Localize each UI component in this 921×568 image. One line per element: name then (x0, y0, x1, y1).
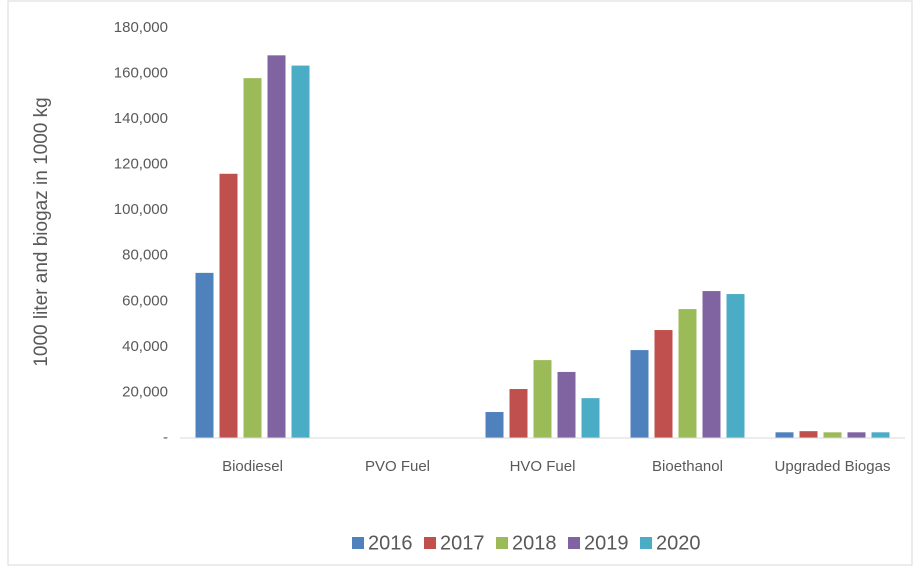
chart-border (7, 0, 913, 566)
bar (654, 330, 673, 438)
y-tick-label: 100,000 (114, 201, 168, 218)
legend-label: 2018 (512, 532, 557, 554)
bar (871, 432, 890, 438)
legend-swatch (568, 537, 580, 549)
bar (267, 55, 286, 438)
bar (775, 432, 794, 438)
legend-swatch (496, 537, 508, 549)
y-tick-label: 120,000 (114, 156, 168, 173)
x-tick-label: Upgraded Biogas (774, 458, 891, 475)
x-tick-label: Bioethanol (652, 458, 723, 475)
y-tick-label: - (163, 429, 168, 446)
legend-swatch (424, 537, 436, 549)
bar (630, 350, 649, 438)
y-tick-label: 160,000 (114, 65, 168, 82)
y-tick-label: 140,000 (114, 110, 168, 127)
bar (557, 371, 576, 438)
bar (243, 78, 262, 438)
bar (702, 291, 721, 438)
x-tick-label: PVO Fuel (364, 458, 431, 475)
legend-swatch (352, 537, 364, 549)
bar (799, 431, 818, 438)
bar (533, 360, 552, 438)
legend-label: 2020 (656, 532, 701, 554)
x-tick-label: HVO Fuel (509, 458, 576, 475)
legend-label: 2019 (584, 532, 629, 554)
bar (219, 173, 238, 438)
y-axis-title: 1000 liter and biogaz in 1000 kg (31, 97, 52, 366)
bar (678, 309, 697, 438)
bar (291, 65, 310, 438)
bar (509, 389, 528, 438)
y-tick-label: 40,000 (122, 338, 168, 355)
y-tick-label: 60,000 (122, 292, 168, 309)
bar (485, 412, 504, 438)
y-tick-label: 20,000 (122, 383, 168, 400)
legend-swatch (640, 537, 652, 549)
legend-label: 2017 (440, 532, 485, 554)
bar (581, 398, 600, 438)
bar (823, 432, 842, 438)
y-tick-label: 180,000 (114, 19, 168, 36)
y-tick-label: 80,000 (122, 247, 168, 264)
bar (195, 272, 214, 438)
bar (847, 432, 866, 438)
x-tick-label: Biodiesel (222, 458, 283, 475)
bar (726, 294, 745, 438)
legend-label: 2016 (368, 532, 413, 554)
